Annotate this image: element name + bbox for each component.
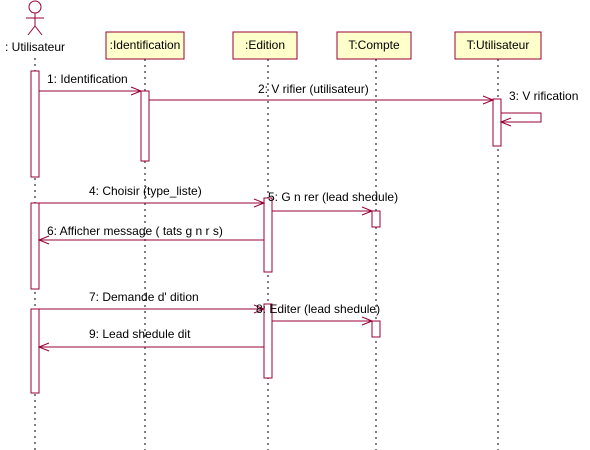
actor-leg-left <box>27 25 36 36</box>
message-2-arrow <box>149 95 495 105</box>
message-7-label: 7: Demande d' dition <box>89 290 199 304</box>
object-edition: :Edition <box>232 31 298 60</box>
object-box <box>105 31 185 60</box>
activation-edition-2 <box>263 303 273 379</box>
activation-actor-2 <box>30 202 40 290</box>
message-9-label: 9: Lead shedule dit <box>89 327 191 341</box>
actor-head <box>28 0 42 14</box>
object-t-utilisateur: T:Utilisateur <box>454 31 542 60</box>
actor-leg-right <box>34 25 43 36</box>
message-5-arrow <box>272 206 374 216</box>
activation-actor-1 <box>30 70 40 178</box>
message-2-label: 2: V rifier (utilisateur) <box>258 82 369 96</box>
object-label: T:Utilisateur <box>467 38 530 52</box>
message-9-arrow <box>37 342 264 352</box>
message-5-label: 5: G n rer (lead shedule) <box>268 190 398 204</box>
object-label: T:Compte <box>348 38 400 52</box>
message-4-arrow <box>39 198 266 208</box>
activation-identification <box>140 90 150 162</box>
activation-actor-3 <box>30 308 40 394</box>
message-8-arrow <box>272 316 374 326</box>
activation-t-utilisateur <box>492 98 502 147</box>
object-identification: :Identification <box>105 31 185 60</box>
message-1-arrow <box>39 86 143 96</box>
object-compte: T:Compte <box>336 31 412 60</box>
message-8-label: 8: Editer (lead shedule) <box>256 302 380 316</box>
object-label: :Identification <box>110 38 181 52</box>
actor-label: : Utilisateur <box>5 40 65 54</box>
activation-compte-2 <box>371 320 381 338</box>
activation-compte-1 <box>371 210 381 228</box>
message-3-label: 3: V rification <box>509 89 578 103</box>
message-3-self-arrow <box>499 112 542 127</box>
object-box <box>454 31 542 60</box>
message-6-arrow <box>37 235 264 245</box>
object-label: :Edition <box>245 38 285 52</box>
object-box <box>336 31 412 60</box>
message-1-label: 1: Identification <box>47 72 128 86</box>
activation-edition-1 <box>263 197 273 273</box>
actor-figure <box>26 0 44 36</box>
message-4-label: 4: Choisir (type_liste) <box>89 184 202 198</box>
message-6-label: 6: Afficher message ( tats g n r s) <box>47 224 223 238</box>
message-7-arrow <box>39 304 266 314</box>
object-box <box>232 31 298 60</box>
